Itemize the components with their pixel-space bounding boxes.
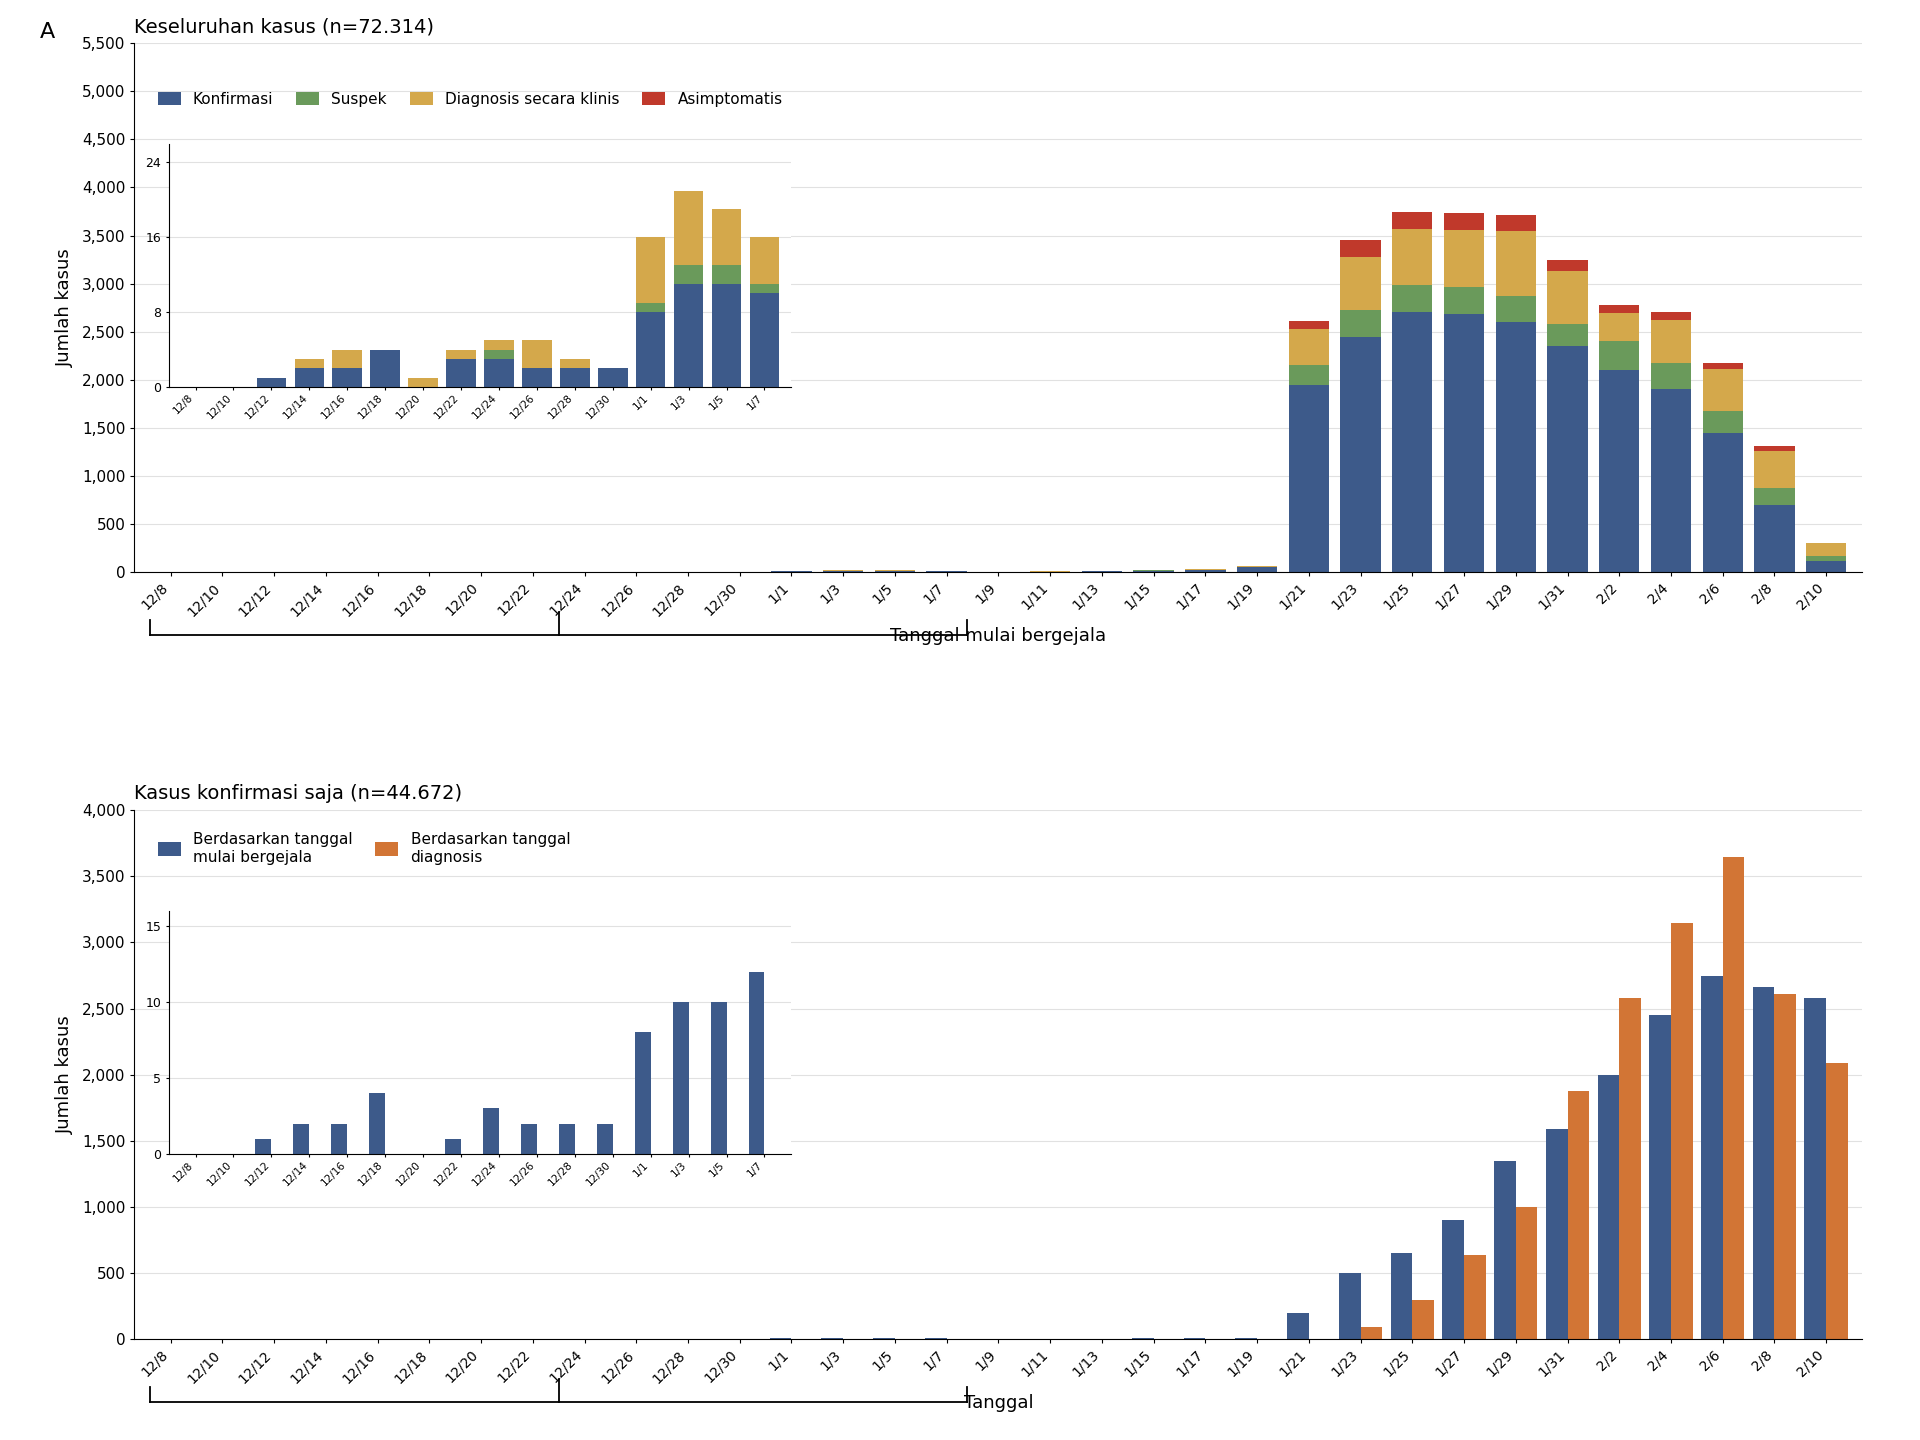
Legend: Konfirmasi, Suspek, Diagnosis secara klinis, Asimptomatis: Konfirmasi, Suspek, Diagnosis secara kli… (152, 85, 789, 112)
Bar (1340, 256, 1380, 310)
Bar (1515, 1207, 1538, 1339)
Bar (1288, 384, 1329, 572)
Text: A: A (40, 22, 54, 42)
Bar (1703, 433, 1743, 572)
Bar (1442, 1220, 1465, 1339)
Bar (1496, 230, 1536, 297)
Bar (1340, 337, 1380, 572)
Bar (1340, 240, 1380, 256)
Bar (1826, 1063, 1847, 1339)
Bar (1722, 857, 1745, 1339)
Bar (1753, 988, 1774, 1339)
Bar (1599, 341, 1640, 370)
Bar (1807, 560, 1847, 572)
Bar (1755, 446, 1795, 451)
Bar (1496, 216, 1536, 230)
Text: Keseluruhan kasus (n=72.314): Keseluruhan kasus (n=72.314) (134, 17, 434, 36)
Bar (1755, 488, 1795, 505)
Bar (1805, 998, 1826, 1339)
Bar (1651, 311, 1692, 320)
Bar (1619, 998, 1642, 1339)
Bar (1236, 567, 1277, 572)
Bar (1548, 324, 1588, 346)
Bar (1651, 363, 1692, 389)
Bar (1235, 1338, 1258, 1339)
Text: Kasus konfirmasi saja (n=44.672): Kasus konfirmasi saja (n=44.672) (134, 785, 463, 804)
Bar (1567, 1090, 1590, 1339)
Bar (1649, 1015, 1670, 1339)
Bar (1651, 389, 1692, 572)
Bar (1392, 213, 1432, 229)
Bar (1546, 1129, 1567, 1339)
Bar (1390, 1253, 1413, 1339)
Bar (1361, 1328, 1382, 1339)
Bar (1392, 285, 1432, 312)
Bar (1774, 994, 1797, 1339)
X-axis label: Tanggal: Tanggal (964, 1394, 1033, 1413)
Bar (1444, 230, 1484, 287)
Bar (1599, 305, 1640, 314)
Bar (1465, 1254, 1486, 1339)
Bar (1755, 451, 1795, 488)
Bar (1444, 287, 1484, 314)
Y-axis label: Jumlah kasus: Jumlah kasus (56, 248, 73, 367)
Bar (1340, 310, 1380, 337)
Bar (1338, 1273, 1361, 1339)
Bar (1703, 369, 1743, 410)
Bar (1755, 505, 1795, 572)
Bar (1496, 297, 1536, 323)
Bar (1651, 320, 1692, 363)
Bar (1599, 314, 1640, 341)
Bar (1494, 1161, 1515, 1339)
Bar (1807, 543, 1847, 556)
Bar (1392, 229, 1432, 285)
Bar (1548, 346, 1588, 572)
Bar (1599, 370, 1640, 572)
Bar (1444, 314, 1484, 572)
Bar (1185, 570, 1225, 572)
Bar (1548, 259, 1588, 271)
Bar (1288, 366, 1329, 384)
Bar (1703, 410, 1743, 433)
Bar (1597, 1074, 1619, 1339)
Y-axis label: Jumlah kasus: Jumlah kasus (56, 1015, 73, 1135)
Bar (1548, 271, 1588, 324)
Bar (1703, 363, 1743, 369)
Bar (1444, 213, 1484, 230)
Bar (1288, 328, 1329, 366)
Bar (1807, 556, 1847, 560)
Bar (1701, 975, 1722, 1339)
X-axis label: Tanggal mulai bergejala: Tanggal mulai bergejala (891, 626, 1106, 645)
Bar (1496, 323, 1536, 572)
Bar (1288, 321, 1329, 328)
Bar (1413, 1299, 1434, 1339)
Bar (1670, 923, 1693, 1339)
Bar (925, 1338, 947, 1339)
Bar (1286, 1313, 1309, 1339)
Legend: Berdasarkan tanggal
mulai bergejala, Berdasarkan tanggal
diagnosis: Berdasarkan tanggal mulai bergejala, Ber… (152, 827, 576, 871)
Bar (1392, 312, 1432, 572)
Bar (1133, 570, 1173, 572)
